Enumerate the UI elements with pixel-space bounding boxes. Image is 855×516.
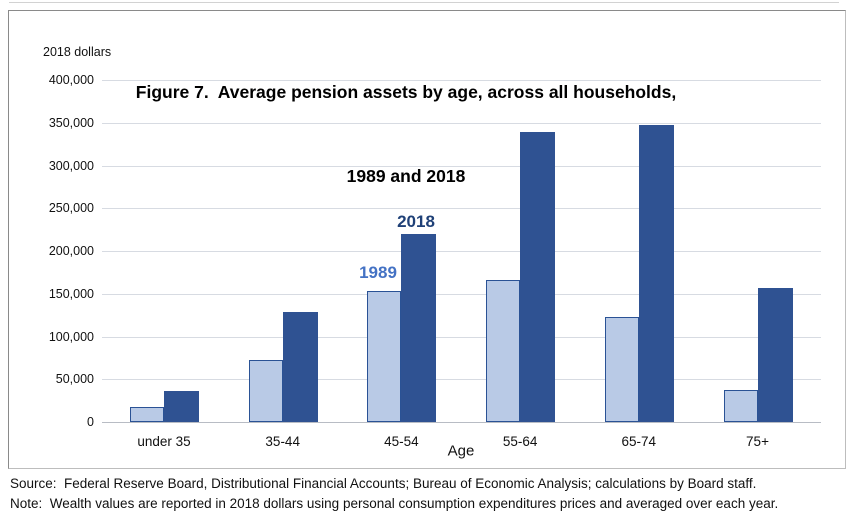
y-tick-label: 250,000 [48, 201, 94, 216]
bar-1989-65-74 [604, 317, 639, 422]
y-tick-label: 0 [87, 415, 94, 429]
x-category-label: 65-74 [621, 434, 657, 449]
bar-2018-35-44 [282, 312, 318, 422]
gridline [102, 80, 821, 81]
x-category-label: 45-54 [384, 434, 419, 449]
y-axis-unit-label: 2018 dollars [43, 45, 112, 59]
top-divider-line [9, 2, 839, 3]
chart-title: Figure 7. Average pension assets by age,… [9, 22, 803, 246]
gridline [102, 379, 821, 381]
x-category-label: under 35 [137, 434, 191, 449]
gridline [102, 336, 821, 338]
gridline [102, 122, 821, 124]
bar-1989-35-44 [248, 360, 283, 422]
bar-1989-75+ [723, 390, 758, 422]
bar-1989-under-35 [130, 407, 164, 422]
bar-1989-55-64 [486, 280, 521, 422]
chart-title-line1: Figure 7. Average pension assets by age,… [135, 82, 677, 102]
gridline [102, 251, 821, 252]
bar-2018-75+ [757, 288, 793, 422]
gridline [102, 165, 821, 167]
bar-1989-45-54 [367, 291, 402, 422]
chart-title-line2: 1989 and 2018 [346, 166, 466, 186]
y-tick-label: 350,000 [48, 115, 94, 130]
y-tick-label: 400,000 [48, 73, 94, 87]
bar-2018-55-64 [520, 132, 556, 422]
bar-2018-45-54 [401, 234, 437, 422]
x-category-label: 35-44 [265, 434, 300, 449]
bar-2018-under-35 [164, 391, 199, 422]
x-axis-baseline [102, 422, 821, 423]
series-label-1989: 1989 [359, 263, 397, 282]
y-tick-label: 150,000 [48, 286, 94, 301]
x-category-label: 75+ [746, 434, 769, 449]
y-tick-label: 200,000 [48, 244, 94, 258]
y-tick-label: 100,000 [48, 329, 94, 344]
series-label-2018: 2018 [397, 212, 435, 231]
methodology-note: Note: Wealth values are reported in 2018… [10, 496, 779, 511]
y-tick-label: 300,000 [48, 158, 94, 173]
x-category-label: 55-64 [502, 434, 538, 449]
source-note: Source: Federal Reserve Board, Distribut… [10, 476, 757, 491]
y-tick-label: 50,000 [55, 372, 94, 387]
gridline [102, 293, 821, 295]
bar-2018-65-74 [638, 125, 674, 422]
x-axis-title: Age [447, 442, 475, 460]
chart-frame: Figure 7. Average pension assets by age,… [8, 10, 846, 469]
gridline [102, 208, 821, 210]
